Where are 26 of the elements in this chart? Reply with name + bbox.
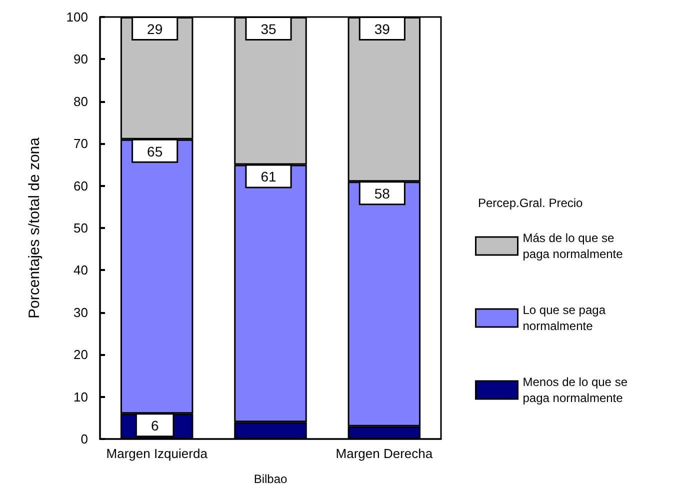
data-label: 65 bbox=[147, 143, 163, 160]
legend-label: Lo que se paga normalmente bbox=[522, 303, 609, 333]
y-tick-label: 10 bbox=[74, 389, 88, 404]
y-tick-label: 30 bbox=[74, 304, 88, 320]
y-tick-label: 80 bbox=[74, 94, 88, 109]
data-label: 29 bbox=[147, 21, 163, 37]
legend-title: Percep.Gral. Precio bbox=[478, 196, 584, 210]
y-tick-label: 70 bbox=[74, 136, 88, 152]
data-label: 39 bbox=[374, 21, 390, 37]
y-tick-label: 20 bbox=[74, 347, 88, 362]
data-label: 61 bbox=[260, 168, 276, 185]
x-axis-title: Bilbao bbox=[254, 472, 288, 486]
y-tick-label: 90 bbox=[74, 52, 88, 67]
x-tick-label: Margen Izquierda bbox=[106, 446, 208, 461]
y-tick-label: 0 bbox=[80, 432, 88, 446]
data-label: 58 bbox=[374, 186, 390, 202]
data-label: 35 bbox=[260, 21, 276, 37]
y-axis-title: Porcentajes s/total de zona bbox=[26, 136, 43, 318]
data-label: 6 bbox=[150, 418, 159, 434]
x-tick-label: Margen Derecha bbox=[336, 446, 434, 461]
y-tick-label: 40 bbox=[74, 262, 88, 278]
y-tick-label: 100 bbox=[66, 10, 88, 24]
legend-label: Menos de lo que se paga normalmente bbox=[522, 375, 631, 405]
y-tick-label: 50 bbox=[74, 220, 88, 236]
y-tick-label: 60 bbox=[74, 178, 88, 194]
legend-label: Más de lo que se paga normalmente bbox=[522, 231, 624, 261]
